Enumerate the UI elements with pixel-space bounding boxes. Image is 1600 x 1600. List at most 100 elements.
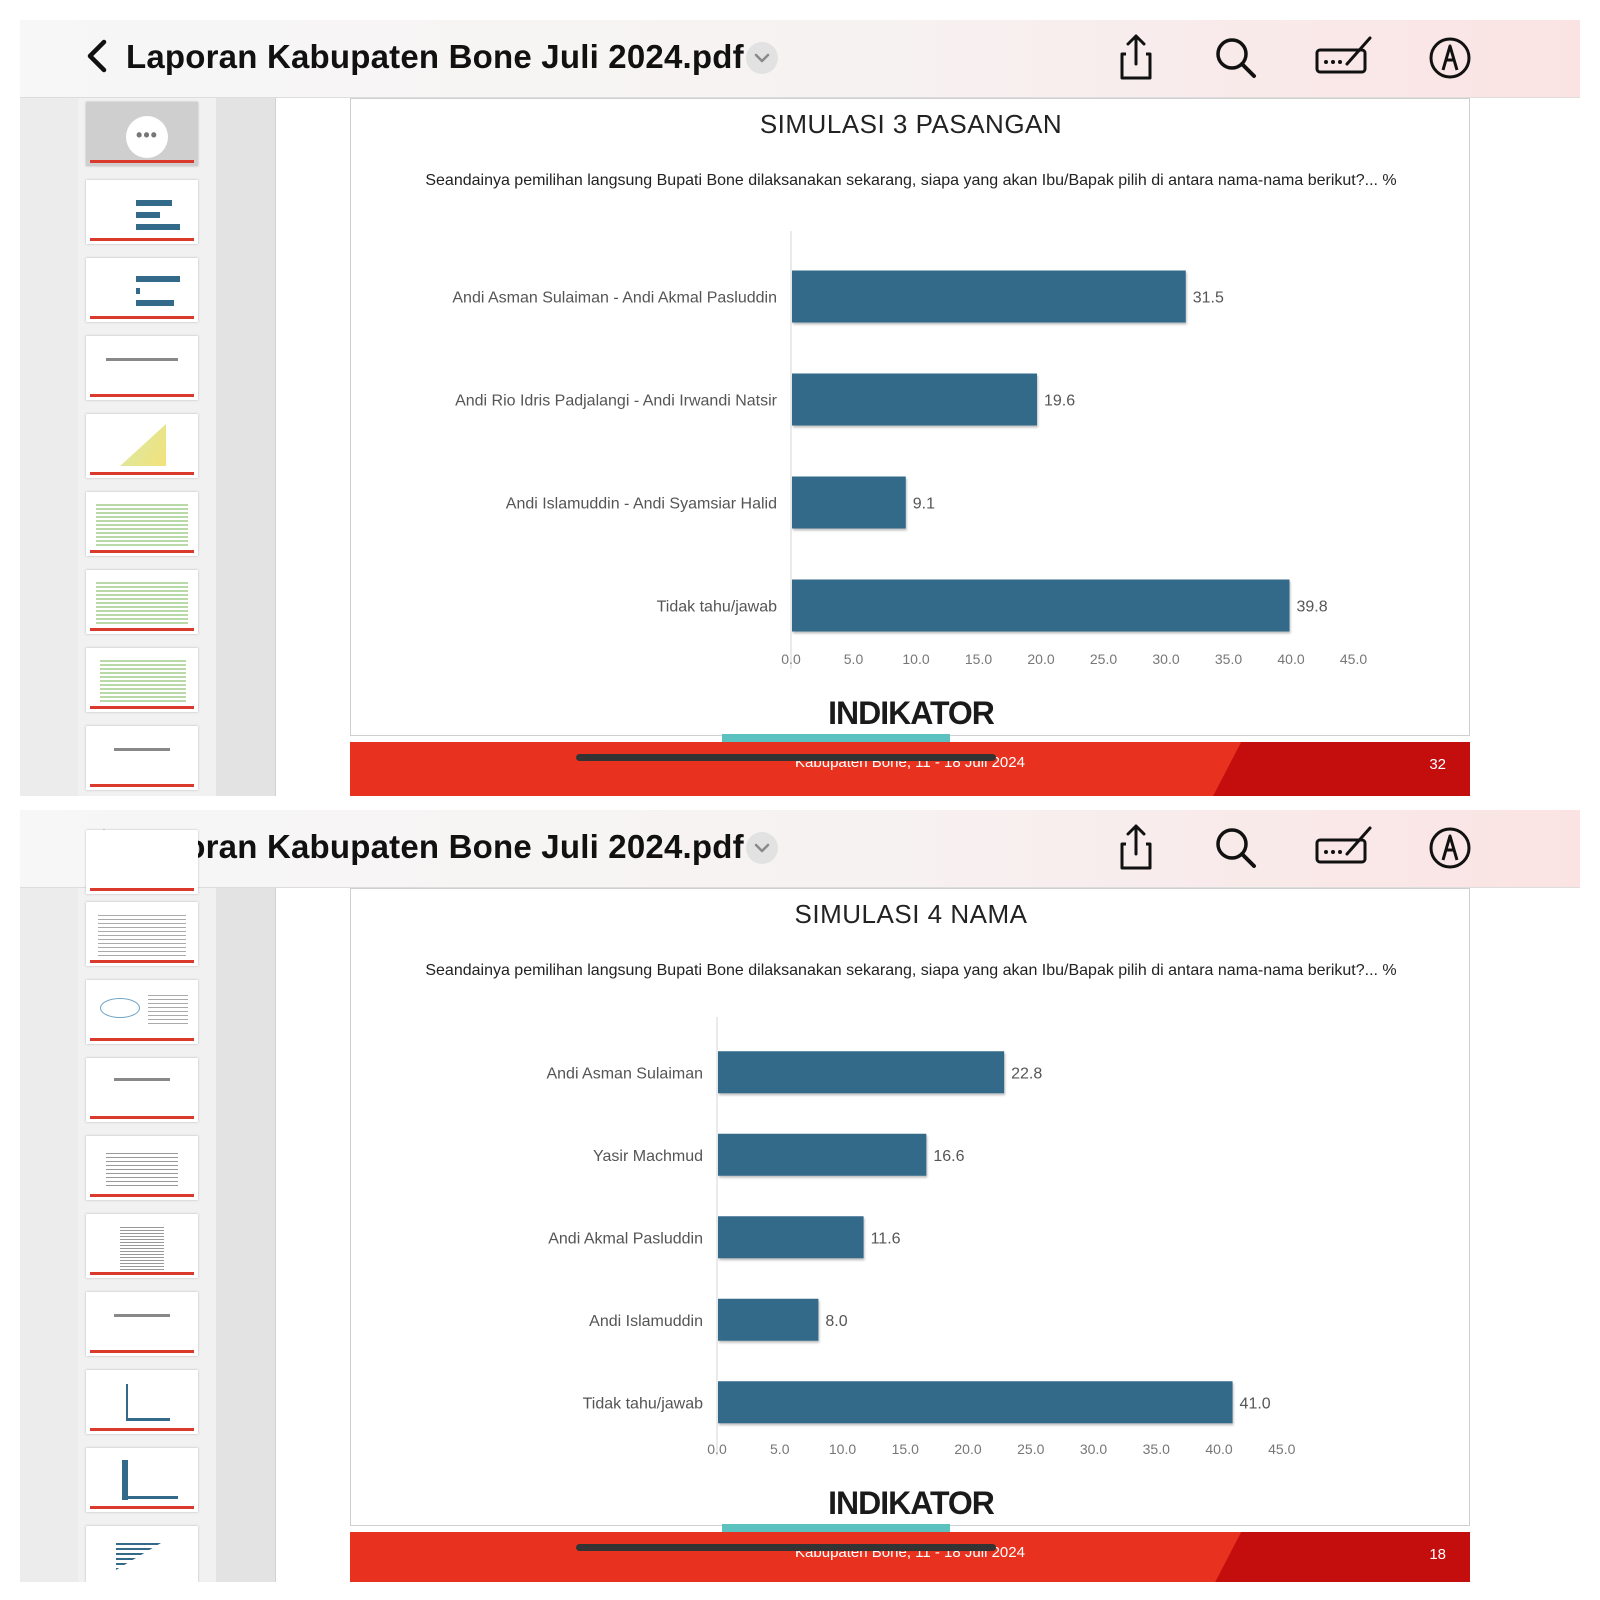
chart-category-label: Andi Rio Idris Padjalangi - Andi Irwandi… (455, 393, 778, 410)
chart-tick-label: 35.0 (1215, 651, 1242, 667)
chart-tick-label: 10.0 (829, 1441, 856, 1457)
page-thumbnail[interactable] (86, 1448, 198, 1512)
page-thumbnail[interactable] (86, 570, 198, 634)
chart-tick-label: 25.0 (1017, 1441, 1044, 1457)
search-icon[interactable] (1210, 32, 1262, 84)
page-thumbnail[interactable] (86, 414, 198, 478)
document-title[interactable]: Laporan Kabupaten Bone Juli 2024.pdf (126, 38, 744, 75)
page-thumbnail[interactable] (86, 180, 198, 244)
chart-category-label: Andi Asman Sulaiman (546, 1065, 703, 1082)
indikator-logo: INDIKATOR (828, 1485, 995, 1521)
document-view[interactable]: SIMULASI 3 PASANGAN Seandainya pemilihan… (276, 98, 1580, 796)
chevron-down-icon (754, 53, 770, 63)
title-menu-button[interactable] (746, 832, 778, 864)
share-icon[interactable] (1110, 32, 1162, 84)
chart-data-label: 19.6 (1044, 393, 1075, 410)
page-thumbnail[interactable] (86, 902, 198, 966)
signature-icon[interactable] (1314, 822, 1376, 874)
chart-tick-label: 0.0 (707, 1441, 727, 1457)
chart-data-label: 31.5 (1193, 290, 1224, 307)
chart-tick-label: 5.0 (844, 651, 864, 667)
chart-bar (718, 1298, 819, 1341)
chart-bar (718, 1133, 927, 1176)
back-chevron-icon[interactable] (78, 36, 118, 76)
page-thumbnail[interactable] (86, 492, 198, 556)
slide-page: SIMULASI 3 PASANGAN Seandainya pemilihan… (350, 98, 1470, 736)
chart-data-label: 11.6 (871, 1230, 901, 1247)
chart-category-label: Tidak tahu/jawab (583, 1395, 703, 1412)
page-thumbnail[interactable] (86, 1370, 198, 1434)
chart-tick-label: 40.0 (1205, 1441, 1232, 1457)
page-thumbnail[interactable] (86, 980, 198, 1044)
page-thumbnail[interactable] (86, 1526, 198, 1582)
chart-bar (718, 1051, 1005, 1094)
bar-chart: Andi Asman Sulaiman 22.8 Yasir Machmud 16.6… (546, 1017, 1296, 1457)
markup-icon[interactable] (1424, 822, 1476, 874)
chart-tick-label: 20.0 (1027, 651, 1054, 667)
thumbnail-sidebar[interactable]: ••• (20, 98, 276, 796)
chart-category-label: Tidak tahu/jawab (657, 599, 777, 616)
chart-data-label: 8.0 (825, 1313, 847, 1330)
page-thumbnail[interactable] (86, 726, 198, 790)
title-menu-button[interactable] (746, 42, 778, 74)
screenshot-top: Laporan Kabupaten Bone Juli 2024.pdf •••… (20, 20, 1580, 796)
markup-icon[interactable] (1424, 32, 1476, 84)
chart-tick-label: 25.0 (1090, 651, 1117, 667)
chart-bar (792, 579, 1290, 632)
document-view[interactable]: SIMULASI 4 NAMA Seandainya pemilihan lan… (276, 888, 1580, 1582)
chart-bar (718, 1381, 1233, 1424)
chart-tick-label: 45.0 (1340, 651, 1367, 667)
chart-tick-label: 15.0 (892, 1441, 919, 1457)
slide-footer: Kabupaten Bone, 11 - 18 Juli 2024 18 (350, 1532, 1470, 1582)
chart-tick-label: 30.0 (1080, 1441, 1107, 1457)
horizontal-scrollbar[interactable] (576, 754, 996, 761)
slide-title: SIMULASI 4 NAMA (794, 899, 1028, 929)
chart-tick-label: 20.0 (954, 1441, 981, 1457)
toolbar: Laporan Kabupaten Bone Juli 2024.pdf (20, 810, 1580, 888)
horizontal-scrollbar[interactable] (576, 1544, 996, 1551)
page-thumbnail[interactable] (86, 1136, 198, 1200)
chart-tick-label: 10.0 (902, 651, 929, 667)
chart-tick-label: 15.0 (965, 651, 992, 667)
page-thumbnail[interactable] (86, 1058, 198, 1122)
signature-icon[interactable] (1314, 32, 1376, 84)
screenshot-bottom: Laporan Kabupaten Bone Juli 2024.pdf SIM… (20, 810, 1580, 1582)
page-thumbnail[interactable]: ••• (86, 102, 198, 166)
chart-data-label: 39.8 (1297, 599, 1328, 616)
thumbnail-sidebar[interactable] (20, 830, 276, 1582)
slide-page: SIMULASI 4 NAMA Seandainya pemilihan lan… (350, 888, 1470, 1526)
chart-data-label: 16.6 (933, 1148, 964, 1165)
slide-footer: Kabupaten Bone, 11 - 18 Juli 2024 32 (350, 742, 1470, 796)
slide-title: SIMULASI 3 PASANGAN (759, 109, 1063, 139)
chart-tick-label: 35.0 (1143, 1441, 1170, 1457)
page-number: 18 (1429, 1546, 1446, 1563)
chart-category-label: Andi Asman Sulaiman - Andi Akmal Pasludd… (452, 290, 777, 307)
bar-chart: Andi Asman Sulaiman - Andi Akmal Pasludd… (452, 231, 1367, 669)
logo-accent-bar (722, 734, 950, 742)
search-icon[interactable] (1210, 822, 1262, 874)
page-thumbnail[interactable] (86, 258, 198, 322)
chart-bar (792, 270, 1186, 323)
chart-category-label: Yasir Machmud (593, 1148, 703, 1165)
more-options-icon[interactable]: ••• (126, 116, 168, 158)
chevron-down-icon (754, 843, 770, 853)
page-thumbnail[interactable] (86, 1292, 198, 1356)
chart-category-label: Andi Islamuddin - Andi Syamsiar Halid (506, 496, 777, 513)
chart-category-label: Andi Islamuddin (589, 1313, 703, 1330)
chart-bar (718, 1216, 864, 1259)
toolbar: Laporan Kabupaten Bone Juli 2024.pdf (20, 20, 1580, 98)
survey-question: Seandainya pemilihan langsung Bupati Bon… (425, 962, 1397, 979)
page-thumbnail[interactable] (86, 648, 198, 712)
share-icon[interactable] (1110, 822, 1162, 874)
document-title[interactable]: Laporan Kabupaten Bone Juli 2024.pdf (126, 828, 744, 865)
page-thumbnail[interactable] (86, 336, 198, 400)
chart-data-label: 9.1 (913, 496, 935, 513)
chart-tick-label: 0.0 (781, 651, 801, 667)
page-number: 32 (1429, 756, 1446, 773)
page-thumbnail[interactable] (86, 1214, 198, 1278)
chart-tick-label: 30.0 (1152, 651, 1179, 667)
chart-tick-label: 5.0 (770, 1441, 790, 1457)
page-thumbnail[interactable] (86, 830, 198, 894)
chart-tick-label: 40.0 (1277, 651, 1304, 667)
chart-data-label: 22.8 (1011, 1065, 1042, 1082)
